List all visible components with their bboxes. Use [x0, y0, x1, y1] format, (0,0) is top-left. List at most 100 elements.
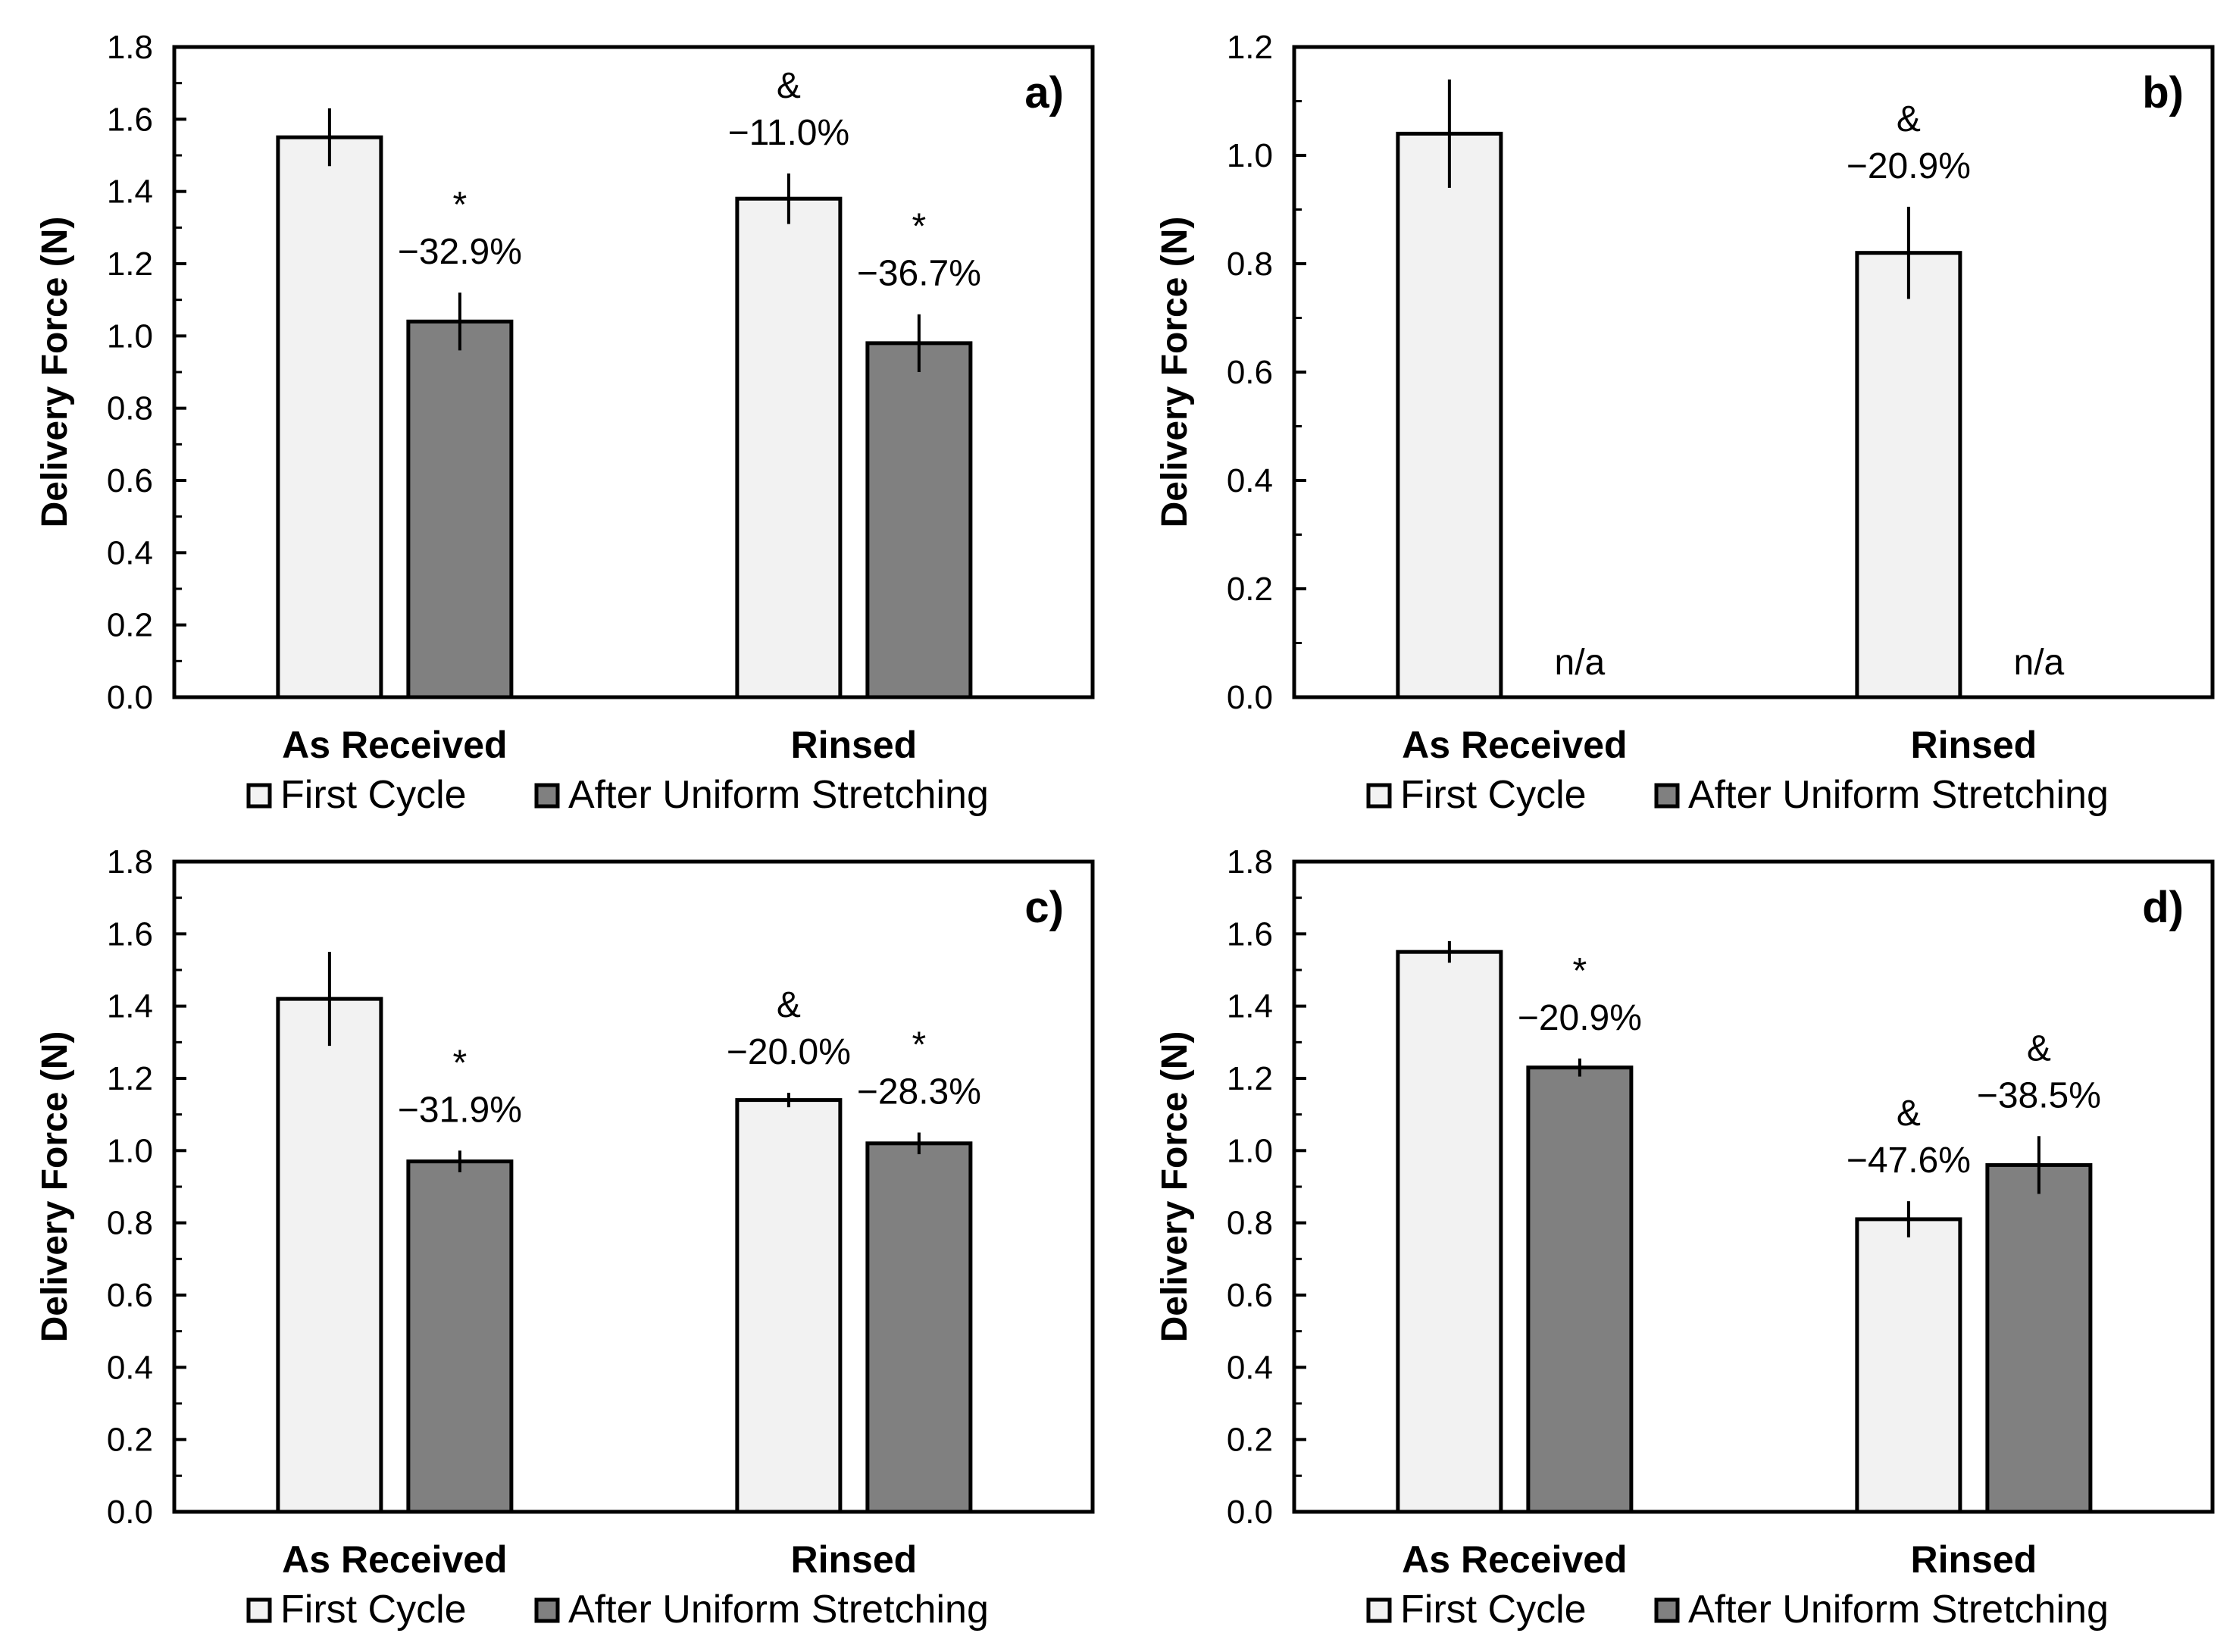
x-category-label: Rinsed — [791, 1538, 918, 1581]
legend-label: After Uniform Stretching — [568, 1588, 989, 1632]
y-tick-label: 1.6 — [107, 915, 153, 953]
annotation-percent: −20.9% — [1518, 998, 1642, 1038]
legend-swatch — [246, 1597, 272, 1623]
x-category-label: Rinsed — [1911, 1538, 2037, 1581]
legend-label: After Uniform Stretching — [1688, 773, 2109, 817]
y-tick-label: 0.2 — [1227, 1422, 1273, 1459]
x-category-label: As Received — [282, 724, 507, 766]
annotation-percent: −47.6% — [1847, 1140, 1971, 1181]
legend-label: First Cycle — [1400, 773, 1587, 817]
annotation-symbol: * — [453, 185, 468, 225]
legend-label: After Uniform Stretching — [568, 773, 989, 817]
y-tick-label: 1.6 — [107, 101, 153, 138]
y-tick-label: 1.4 — [107, 988, 153, 1025]
y-axis-label: Delivery Force (N) — [1155, 1031, 1195, 1343]
y-tick-label: 1.0 — [1227, 1132, 1273, 1169]
bar-first-cycle — [735, 196, 843, 699]
y-tick-label: 0.8 — [1227, 1205, 1273, 1242]
annotation-symbol: & — [1897, 1094, 1921, 1134]
bar-first-cycle — [276, 997, 383, 1514]
y-tick-label: 1.2 — [107, 246, 153, 283]
y-tick-label: 1.8 — [107, 29, 153, 66]
chart-panel-d: 0.0 0.2 0.4 0.6 0.8 1.0 1.2 1.4 1.6 1.8 Delivery F… — [1155, 843, 2215, 1632]
x-category-label: As Received — [282, 1538, 507, 1581]
annotation-percent: −32.9% — [398, 232, 522, 272]
x-category-label: Rinsed — [1911, 724, 2037, 766]
bar-after-stretching — [406, 1159, 514, 1514]
y-tick-label: 0.0 — [1227, 679, 1273, 716]
y-axis-label: Delivery Force (N) — [35, 217, 75, 528]
bar-after-stretching — [1526, 1065, 1634, 1514]
legend-swatch — [1366, 1597, 1392, 1623]
legend-swatch — [1654, 1597, 1680, 1623]
annotation-symbol: * — [453, 1043, 468, 1083]
y-tick-label: 0.4 — [107, 534, 153, 571]
legend-swatch — [534, 783, 560, 809]
annotation-symbol: & — [2027, 1028, 2051, 1068]
bar-after-stretching — [865, 1141, 973, 1514]
annotation-percent: −11.0% — [728, 113, 850, 153]
annotation-percent: −38.5% — [1977, 1075, 2101, 1115]
annotation-symbol: * — [1573, 951, 1587, 991]
y-tick-label: 1.2 — [107, 1060, 153, 1097]
y-tick-label: 1.4 — [107, 174, 153, 211]
bar-after-stretching — [406, 319, 514, 699]
legend-swatch — [534, 1597, 560, 1623]
bar-first-cycle — [1396, 950, 1503, 1514]
y-tick-label: 0.6 — [107, 1277, 153, 1314]
annotation-symbol: & — [777, 66, 801, 106]
panel-label: c) — [1024, 883, 1064, 932]
y-tick-label: 0.0 — [107, 1494, 153, 1531]
annotation-symbol: * — [912, 207, 927, 247]
chart-panel-c: 0.0 0.2 0.4 0.6 0.8 1.0 1.2 1.4 1.6 1.8 Delivery F… — [35, 843, 1095, 1632]
legend-swatch — [1366, 783, 1392, 809]
y-tick-label: 1.0 — [107, 318, 153, 355]
bar-first-cycle — [735, 1098, 843, 1514]
y-tick-label: 1.2 — [1227, 29, 1273, 66]
y-tick-label: 0.6 — [1227, 354, 1273, 391]
y-tick-label: 1.8 — [1227, 843, 1273, 881]
legend-swatch — [246, 783, 272, 809]
y-tick-label: 0.0 — [107, 679, 153, 716]
annotation-symbol: * — [912, 1025, 927, 1065]
annotation-percent: −20.0% — [727, 1032, 851, 1072]
y-tick-label: 0.4 — [1227, 462, 1273, 499]
y-tick-label: 0.2 — [107, 1422, 153, 1459]
x-category-label: Rinsed — [791, 724, 918, 766]
na-label: n/a — [1555, 643, 1606, 683]
y-tick-label: 0.2 — [1227, 571, 1273, 608]
y-tick-label: 0.4 — [1227, 1349, 1273, 1386]
legend-swatch — [1654, 783, 1680, 809]
y-tick-label: 0.6 — [1227, 1277, 1273, 1314]
bar-first-cycle — [276, 135, 383, 699]
panel-label: a) — [1024, 68, 1064, 117]
chart-panel-b: 0.0 0.2 0.4 0.6 0.8 1.0 1.2 Delivery Force (N) b… — [1155, 29, 2215, 817]
annotation-symbol: & — [777, 985, 801, 1025]
annotation-symbol: & — [1897, 99, 1921, 139]
x-category-label: As Received — [1402, 724, 1627, 766]
y-tick-label: 1.8 — [107, 843, 153, 881]
y-tick-label: 0.6 — [107, 462, 153, 499]
legend-label: First Cycle — [280, 1588, 467, 1632]
annotation-percent: −36.7% — [857, 254, 981, 294]
y-tick-label: 0.8 — [107, 1205, 153, 1242]
bar-after-stretching — [865, 341, 973, 699]
panel-label: b) — [2142, 68, 2184, 117]
y-axis-label: Delivery Force (N) — [1155, 217, 1195, 528]
bar-first-cycle — [1396, 131, 1503, 699]
x-category-label: As Received — [1402, 1538, 1627, 1581]
y-axis-label: Delivery Force (N) — [35, 1031, 75, 1343]
y-tick-label: 0.8 — [107, 390, 153, 427]
y-tick-label: 0.0 — [1227, 1494, 1273, 1531]
y-tick-label: 0.4 — [107, 1349, 153, 1386]
na-label: n/a — [2014, 643, 2065, 683]
panel-label: d) — [2142, 883, 2184, 932]
y-tick-label: 1.0 — [107, 1132, 153, 1169]
y-tick-label: 1.4 — [1227, 988, 1273, 1025]
y-tick-label: 1.2 — [1227, 1060, 1273, 1097]
y-tick-label: 1.6 — [1227, 915, 1273, 953]
bar-first-cycle — [1855, 251, 1962, 699]
bar-after-stretching — [1985, 1162, 2093, 1514]
legend-label: After Uniform Stretching — [1688, 1588, 2109, 1632]
